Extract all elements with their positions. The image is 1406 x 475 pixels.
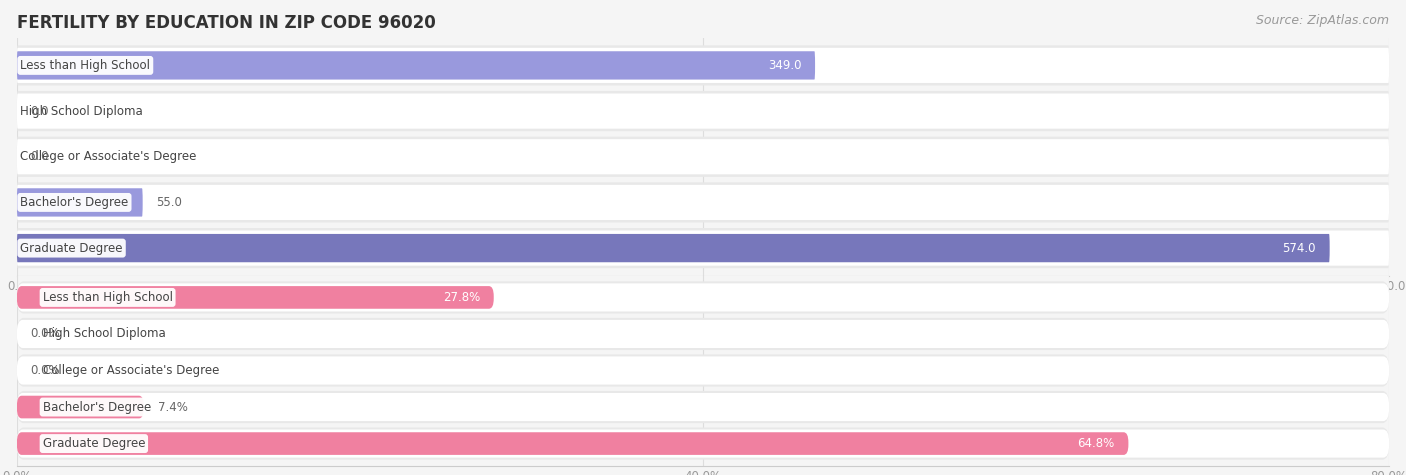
Text: 349.0: 349.0 bbox=[768, 59, 801, 72]
Text: College or Associate's Degree: College or Associate's Degree bbox=[20, 150, 197, 163]
FancyBboxPatch shape bbox=[17, 428, 1389, 460]
FancyBboxPatch shape bbox=[17, 48, 1389, 83]
FancyBboxPatch shape bbox=[17, 188, 142, 217]
Text: Graduate Degree: Graduate Degree bbox=[42, 437, 145, 450]
FancyBboxPatch shape bbox=[17, 432, 1129, 455]
Text: 0.0%: 0.0% bbox=[31, 327, 60, 341]
Text: 55.0: 55.0 bbox=[156, 196, 183, 209]
FancyBboxPatch shape bbox=[17, 234, 1330, 262]
FancyBboxPatch shape bbox=[17, 51, 815, 80]
FancyBboxPatch shape bbox=[17, 391, 1389, 423]
Text: College or Associate's Degree: College or Associate's Degree bbox=[42, 364, 219, 377]
Text: 7.4%: 7.4% bbox=[157, 400, 187, 414]
Text: 0.0%: 0.0% bbox=[31, 364, 60, 377]
FancyBboxPatch shape bbox=[17, 94, 1389, 129]
Text: FERTILITY BY EDUCATION IN ZIP CODE 96020: FERTILITY BY EDUCATION IN ZIP CODE 96020 bbox=[17, 14, 436, 32]
FancyBboxPatch shape bbox=[17, 393, 1389, 421]
FancyBboxPatch shape bbox=[17, 320, 1389, 348]
Text: Bachelor's Degree: Bachelor's Degree bbox=[20, 196, 128, 209]
FancyBboxPatch shape bbox=[17, 91, 1389, 131]
Text: Less than High School: Less than High School bbox=[20, 59, 150, 72]
Text: High School Diploma: High School Diploma bbox=[42, 327, 166, 341]
Text: 64.8%: 64.8% bbox=[1077, 437, 1115, 450]
FancyBboxPatch shape bbox=[17, 354, 1389, 387]
FancyBboxPatch shape bbox=[17, 286, 494, 309]
Text: Source: ZipAtlas.com: Source: ZipAtlas.com bbox=[1256, 14, 1389, 27]
Text: Graduate Degree: Graduate Degree bbox=[20, 242, 122, 255]
FancyBboxPatch shape bbox=[17, 284, 1389, 312]
Text: 27.8%: 27.8% bbox=[443, 291, 479, 304]
FancyBboxPatch shape bbox=[17, 396, 143, 418]
Text: 0.0: 0.0 bbox=[31, 150, 49, 163]
Text: 0.0: 0.0 bbox=[31, 104, 49, 118]
FancyBboxPatch shape bbox=[17, 281, 1389, 314]
FancyBboxPatch shape bbox=[17, 185, 1389, 220]
FancyBboxPatch shape bbox=[17, 137, 1389, 177]
FancyBboxPatch shape bbox=[17, 356, 1389, 385]
FancyBboxPatch shape bbox=[17, 228, 1389, 268]
FancyBboxPatch shape bbox=[17, 139, 1389, 174]
FancyBboxPatch shape bbox=[17, 45, 1389, 86]
FancyBboxPatch shape bbox=[17, 318, 1389, 350]
Text: Bachelor's Degree: Bachelor's Degree bbox=[42, 400, 150, 414]
Text: Less than High School: Less than High School bbox=[42, 291, 173, 304]
Text: 574.0: 574.0 bbox=[1282, 242, 1316, 255]
Text: High School Diploma: High School Diploma bbox=[20, 104, 143, 118]
FancyBboxPatch shape bbox=[17, 230, 1389, 266]
FancyBboxPatch shape bbox=[17, 182, 1389, 222]
FancyBboxPatch shape bbox=[17, 429, 1389, 457]
